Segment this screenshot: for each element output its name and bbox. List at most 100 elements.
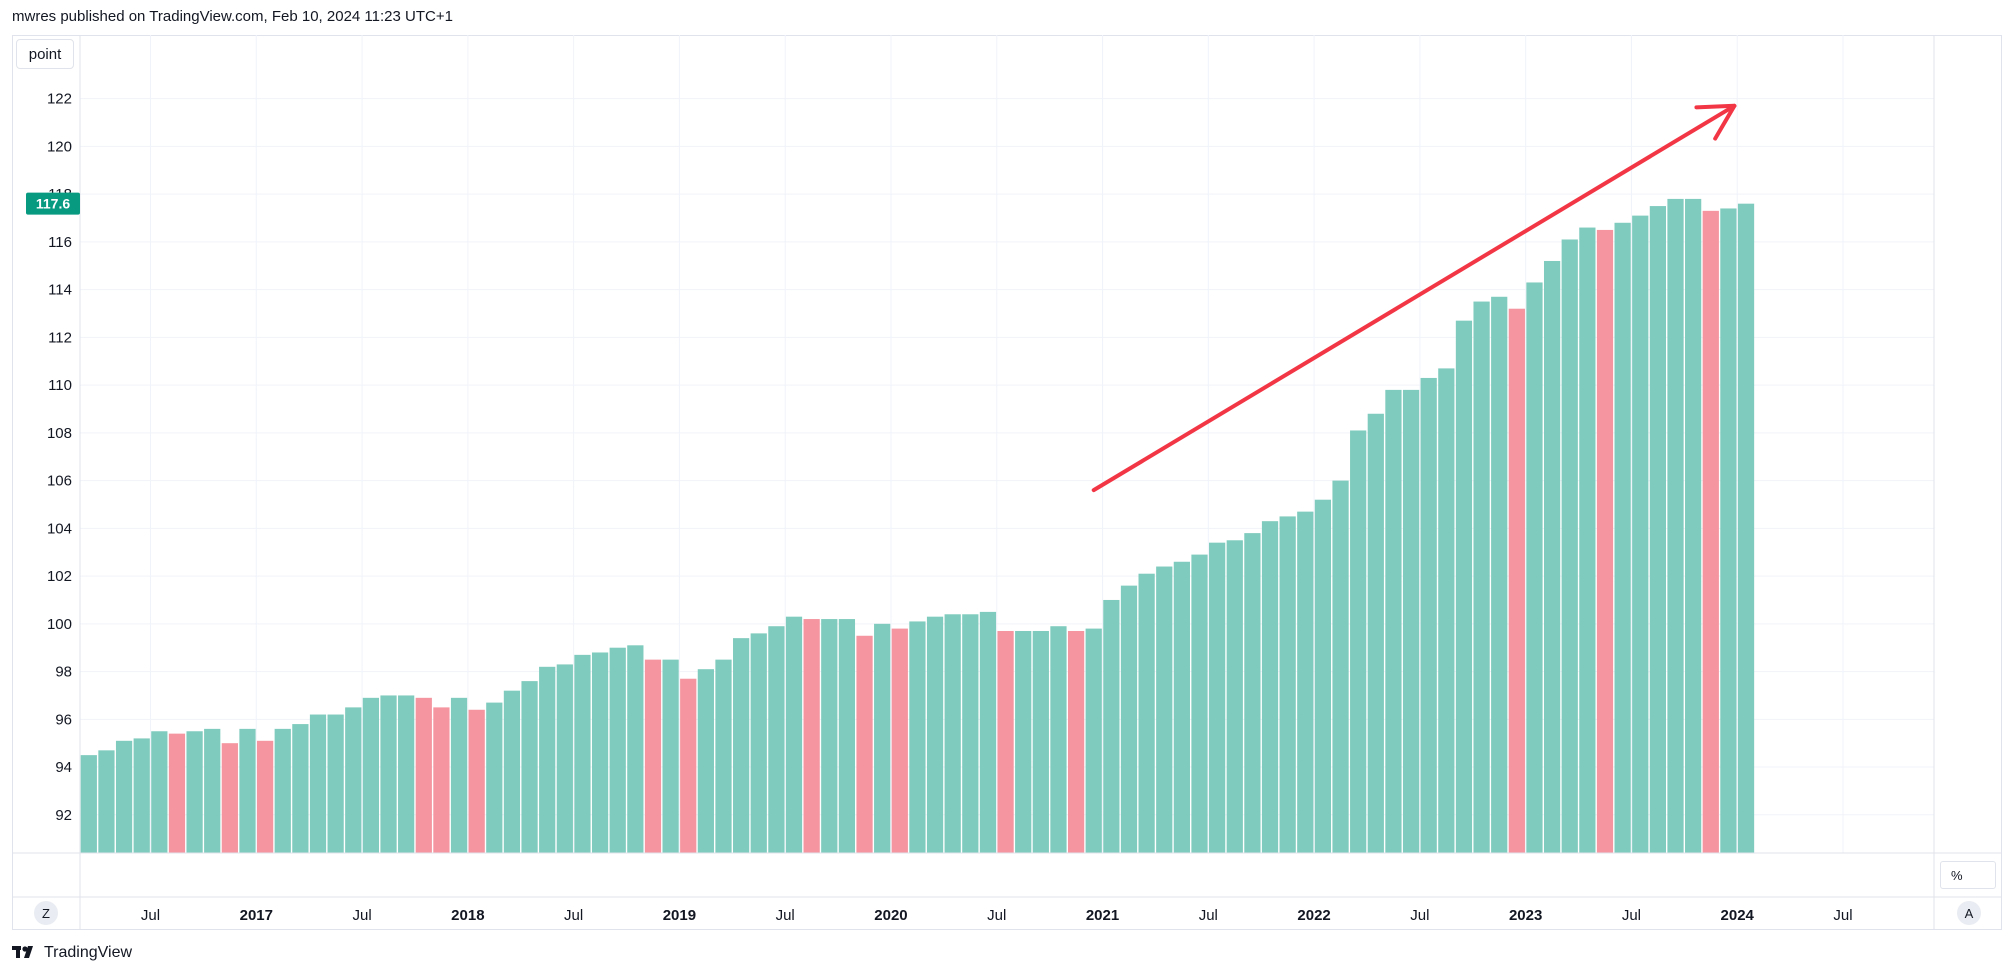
bar — [1455, 320, 1473, 853]
bar — [362, 697, 380, 853]
trend-arrow-line — [1091, 103, 1737, 493]
bar — [662, 659, 679, 853]
bar — [644, 659, 662, 853]
bar — [1067, 630, 1085, 853]
bar — [1297, 511, 1314, 853]
bar — [1720, 208, 1737, 853]
last-value-badge — [26, 192, 80, 215]
z-button[interactable]: Z — [34, 901, 58, 925]
percent-scale-button[interactable]: % — [1940, 861, 1996, 889]
bar — [856, 635, 873, 853]
bar — [1138, 573, 1155, 853]
bar — [1279, 516, 1296, 853]
a-button[interactable]: A — [1957, 901, 1981, 925]
bar — [1543, 260, 1561, 854]
bar — [1579, 227, 1596, 854]
axes-layer: 9294969810010210410610811011211411611812… — [12, 35, 2002, 930]
x-tick-label: 2020 — [874, 907, 907, 924]
bar — [98, 750, 115, 853]
bar — [204, 728, 221, 853]
bar — [962, 614, 979, 853]
x-tick-label: Jul — [1622, 907, 1641, 924]
bar — [838, 619, 856, 853]
bar — [1191, 554, 1208, 853]
bar — [1032, 630, 1049, 853]
bar — [821, 619, 838, 853]
y-tick-label: 94 — [55, 759, 72, 776]
x-tick-label: 2019 — [663, 907, 696, 924]
x-tick-label: 2018 — [451, 907, 484, 924]
bar — [609, 647, 626, 853]
bar — [733, 638, 750, 853]
y-tick-label: 114 — [48, 282, 72, 299]
bar — [1561, 239, 1578, 854]
bar — [450, 697, 468, 853]
bar — [1156, 566, 1173, 853]
tradingview-logo-svg — [12, 946, 33, 958]
bar — [151, 731, 168, 853]
bar — [398, 695, 415, 853]
bar — [1614, 222, 1631, 853]
bar — [715, 659, 732, 853]
y-tick-label: 100 — [47, 616, 72, 633]
bar — [521, 681, 538, 853]
bars-layer — [80, 198, 1755, 854]
trend-arrow-head — [1694, 103, 1737, 141]
bar — [1314, 499, 1332, 853]
bar — [1050, 626, 1067, 853]
bar — [1473, 301, 1490, 853]
bar — [257, 740, 274, 853]
y-tick-label: 110 — [48, 377, 72, 394]
bar — [874, 623, 891, 853]
x-tick-label: Jul — [564, 907, 583, 924]
bar — [803, 619, 820, 853]
bar — [1209, 542, 1226, 853]
bar — [345, 707, 362, 853]
bar — [891, 628, 908, 853]
bar — [503, 690, 521, 853]
bar — [926, 616, 944, 853]
x-tick-label: Jul — [1199, 907, 1218, 924]
bar — [1385, 389, 1402, 853]
y-tick-label: 122 — [47, 91, 72, 108]
bar — [1508, 308, 1525, 854]
x-tick-label: Jul — [352, 907, 371, 924]
x-tick-label: 2022 — [1297, 907, 1330, 924]
x-tick-label: Jul — [1410, 907, 1429, 924]
bar — [133, 738, 150, 853]
bar — [309, 714, 327, 853]
y-tick-label: 106 — [47, 473, 72, 490]
bar — [1596, 229, 1614, 853]
bar — [486, 702, 503, 853]
bar — [1737, 203, 1755, 853]
y-tick-label: 116 — [48, 234, 72, 251]
bar — [327, 714, 344, 853]
y-tick-label: 112 — [48, 329, 72, 346]
bar — [1226, 540, 1243, 853]
x-tick-label: 2017 — [240, 907, 273, 924]
bar — [591, 652, 609, 853]
tradingview-logo-icon — [12, 946, 38, 960]
x-tick-label: Jul — [1833, 907, 1852, 924]
bar — [168, 733, 186, 853]
y-tick-label: 104 — [47, 520, 72, 537]
bar — [1702, 210, 1719, 854]
x-tick-label: 2024 — [1721, 907, 1755, 924]
bar — [768, 626, 785, 853]
unit-button[interactable]: point — [16, 39, 74, 69]
bar — [1491, 296, 1508, 853]
published-caption: mwres published on TradingView.com, Feb … — [12, 8, 453, 25]
bar — [1332, 480, 1349, 853]
bar — [1015, 630, 1032, 853]
bar — [1632, 215, 1649, 853]
bar — [697, 669, 714, 853]
bar — [274, 728, 291, 853]
bar — [1120, 585, 1138, 853]
y-tick-label: 98 — [55, 664, 72, 681]
x-tick-label: 2021 — [1086, 907, 1119, 924]
bar — [292, 724, 309, 853]
bar — [468, 709, 485, 853]
x-tick-label: Jul — [141, 907, 160, 924]
